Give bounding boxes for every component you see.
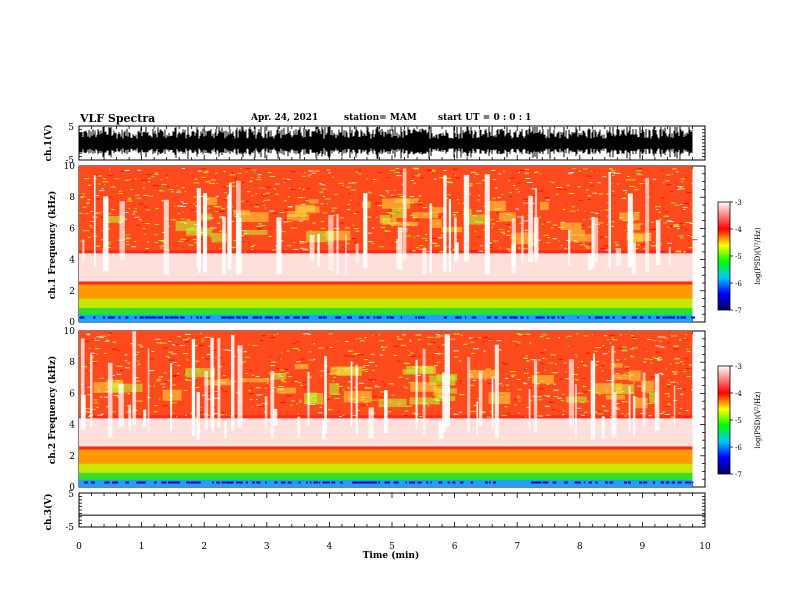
x-tick-label: 10: [699, 542, 711, 552]
cb2-tick-label: -3: [735, 363, 742, 371]
s1-ytick-label: 2: [69, 287, 75, 297]
ch3-waveform-frame: [78, 492, 706, 528]
cb1-tick-label: -4: [735, 226, 742, 234]
s1-ytick-label: 8: [69, 193, 75, 203]
cb2-tick-label: -7: [735, 471, 742, 479]
x-tick-label: 6: [452, 542, 458, 552]
s1-ytick-label: 4: [69, 256, 75, 266]
x-tick-label: 9: [640, 542, 646, 552]
cb1-tick-label: -3: [735, 199, 742, 207]
cb1-tick-label: -6: [735, 280, 742, 288]
colorbar-ch2-label: log(PSD)(V²/Hz): [754, 391, 762, 448]
x-tick-label: 2: [201, 542, 207, 552]
cb1-tick-label: -7: [735, 307, 742, 315]
header-date: Apr. 24, 2021: [251, 113, 319, 123]
ch3-waveform-ylabel: ch.3(V): [43, 494, 54, 531]
x-tick-label: 7: [514, 542, 520, 552]
s2-ytick-label: 10: [64, 327, 76, 337]
s2-ytick-label: 6: [69, 389, 75, 399]
x-tick-label: 3: [264, 542, 270, 552]
x-tick-label: 0: [76, 542, 82, 552]
s2-ytick-label: 2: [69, 452, 75, 462]
s1-ytick-label: 0: [69, 318, 75, 328]
ch1-waveform-ylabel: ch.1(V): [43, 125, 54, 162]
ch2-spectrogram-image: [79, 331, 698, 487]
ch1-waveform-trace: [79, 127, 693, 159]
header-station: station= MAM: [344, 113, 417, 123]
cb2-tick-label: -5: [735, 417, 742, 425]
w1-ytick-label: -5: [65, 156, 74, 166]
colorbar-ch1-label: log(PSD)(V²/Hz): [754, 227, 762, 284]
s1-ytick-label: 6: [69, 224, 75, 234]
x-tick-label: 4: [327, 542, 333, 552]
w1-ytick-label: 5: [68, 123, 74, 133]
cb2-tick-label: -6: [735, 444, 742, 452]
ch1-spectrogram-image: [79, 166, 698, 322]
w3-ytick-label: -5: [65, 523, 74, 533]
colorbar-ch1: [717, 201, 731, 311]
x-tick-label: 8: [577, 542, 583, 552]
w3-ytick-label: 5: [68, 490, 74, 500]
s1-ytick-label: 10: [64, 162, 76, 172]
colorbar-ch2: [717, 365, 731, 475]
x-tick-label: 1: [139, 542, 145, 552]
ch2-spectrogram-ylabel: ch.2 Frequency (kHz): [47, 356, 58, 465]
figure-title: VLF Spectra: [80, 112, 156, 125]
cb1-tick-label: -5: [735, 253, 742, 261]
s2-ytick-label: 4: [69, 421, 75, 431]
s2-ytick-label: 8: [69, 358, 75, 368]
header-start-ut: start UT = 0 : 0 : 1: [438, 113, 532, 123]
cb2-tick-label: -4: [735, 390, 742, 398]
ch1-spectrogram-ylabel: ch.1 Frequency (kHz): [47, 191, 58, 300]
s2-ytick-label: 0: [69, 483, 75, 493]
x-tick-label: 5: [389, 542, 395, 552]
x-axis-label: Time (min): [363, 550, 420, 561]
